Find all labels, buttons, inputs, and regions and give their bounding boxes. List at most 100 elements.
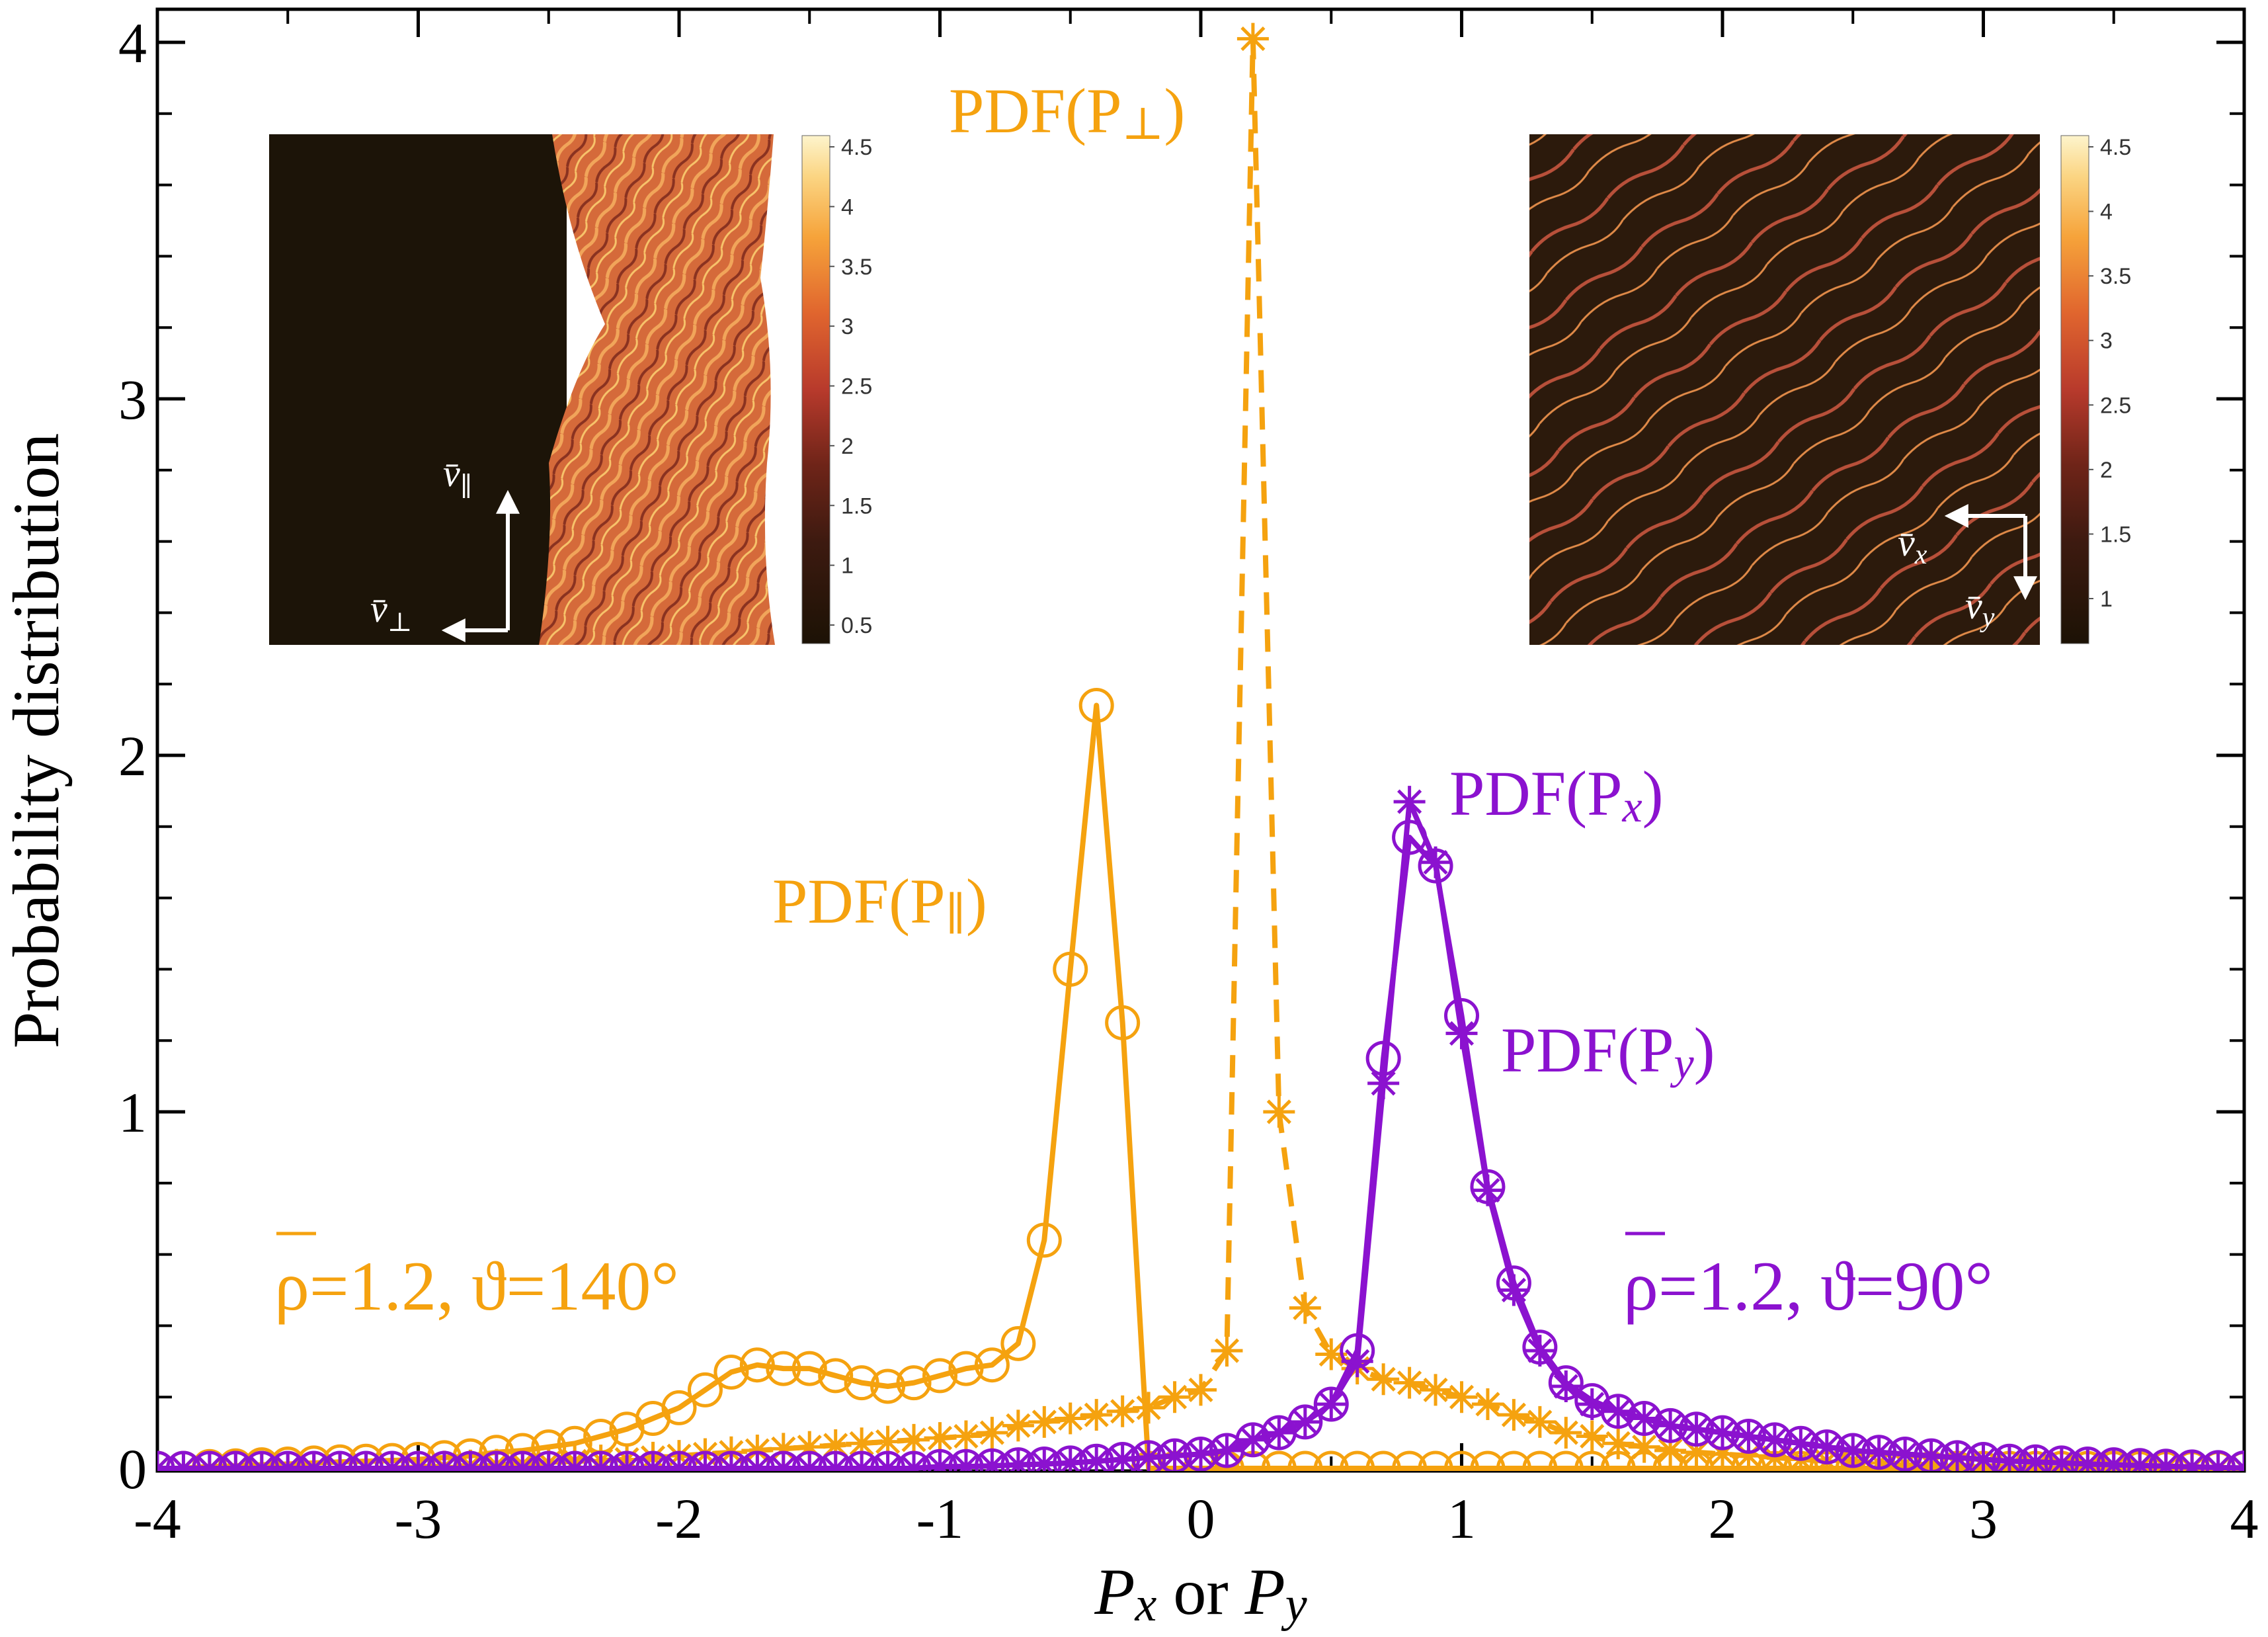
x-tick-label: -3 bbox=[395, 1487, 442, 1550]
series-line bbox=[157, 799, 2244, 1471]
data-point bbox=[583, 1450, 619, 1471]
right-colorbar bbox=[2060, 135, 2089, 644]
label-pdf-px: PDF(Px) bbox=[1449, 758, 1664, 831]
data-point bbox=[1026, 1222, 1062, 1258]
y-tick-label: 0 bbox=[118, 1437, 147, 1501]
data-point bbox=[1498, 1399, 1530, 1431]
data-point bbox=[1313, 1386, 1349, 1422]
y-axis-label: Probability distribution bbox=[0, 433, 73, 1049]
label-pdf-par: PDF(P∥) bbox=[772, 866, 987, 939]
colorbar-tick-label: 2.5 bbox=[841, 374, 872, 399]
colorbar-tick-label: 4.5 bbox=[2100, 135, 2131, 160]
data-point bbox=[1183, 1436, 1219, 1471]
data-point bbox=[1732, 1440, 1765, 1471]
data-point bbox=[818, 1358, 854, 1394]
y-tick-label: 1 bbox=[118, 1081, 147, 1144]
data-point bbox=[1835, 1433, 1871, 1468]
data-point bbox=[950, 1420, 982, 1452]
data-point bbox=[1028, 1406, 1061, 1438]
data-point bbox=[2044, 1445, 2080, 1471]
data-point bbox=[1053, 1445, 1088, 1471]
y-tick-label: 4 bbox=[118, 11, 147, 75]
label-pdf-py: PDF(Py) bbox=[1501, 1015, 1715, 1088]
right-params: ρ=1.2, ϑ=90° bbox=[1623, 1232, 1993, 1325]
data-point bbox=[1680, 1436, 1713, 1468]
data-point bbox=[1548, 1365, 1584, 1401]
data-point bbox=[1367, 1363, 1400, 1396]
data-point bbox=[1263, 1096, 1295, 1128]
data-point bbox=[1287, 1450, 1323, 1471]
data-point bbox=[1496, 1265, 1531, 1301]
x-tick-label: 1 bbox=[1447, 1487, 1476, 1550]
data-point bbox=[1392, 1450, 1428, 1471]
data-point bbox=[1157, 1438, 1193, 1471]
data-point bbox=[924, 1422, 956, 1454]
data-point bbox=[713, 1450, 749, 1471]
data-point bbox=[1287, 1404, 1323, 1440]
data-point bbox=[426, 1450, 462, 1471]
right-inset-pattern bbox=[1529, 134, 2040, 645]
data-point bbox=[871, 1425, 904, 1458]
data-point bbox=[1548, 1450, 1584, 1471]
data-point bbox=[2201, 1450, 2236, 1471]
data-point bbox=[1576, 1388, 1608, 1420]
series-layer bbox=[157, 22, 2244, 1471]
data-point bbox=[741, 1435, 774, 1467]
data-point bbox=[1261, 1450, 1297, 1471]
data-point bbox=[374, 1443, 410, 1471]
data-point bbox=[844, 1450, 879, 1471]
data-point bbox=[1235, 1422, 1271, 1458]
data-point bbox=[1313, 1450, 1349, 1471]
colorbar-tick-label: 3 bbox=[2100, 329, 2113, 354]
data-point bbox=[1652, 1407, 1688, 1443]
colorbar-tick-label: 1.5 bbox=[841, 493, 872, 519]
data-point bbox=[1523, 1406, 1556, 1438]
data-point bbox=[1340, 1333, 1375, 1368]
data-point bbox=[2070, 1447, 2105, 1471]
data-point bbox=[1498, 1274, 1530, 1306]
arrow-label-v-par: v̄∥ bbox=[443, 452, 472, 501]
data-point bbox=[1365, 1450, 1401, 1471]
data-point bbox=[948, 1448, 984, 1471]
data-point bbox=[2017, 1444, 2053, 1471]
data-point bbox=[1105, 1442, 1141, 1471]
data-point bbox=[1365, 1040, 1401, 1076]
data-point bbox=[1445, 1381, 1478, 1413]
x-tick-label: -1 bbox=[916, 1487, 964, 1550]
data-point bbox=[1887, 1436, 1923, 1471]
data-point bbox=[635, 1450, 671, 1471]
data-point bbox=[609, 1450, 645, 1471]
data-point bbox=[452, 1450, 488, 1471]
y-tick-label: 2 bbox=[118, 724, 147, 788]
colorbar-tick-label: 3.5 bbox=[2100, 264, 2131, 289]
data-point bbox=[296, 1450, 332, 1471]
data-point bbox=[1002, 1409, 1034, 1442]
data-point bbox=[1654, 1435, 1687, 1467]
data-point bbox=[1420, 1374, 1452, 1406]
data-point bbox=[1914, 1438, 1949, 1471]
data-point bbox=[1236, 22, 1269, 55]
colorbar-tick-label: 4.5 bbox=[841, 135, 872, 160]
data-point bbox=[557, 1450, 592, 1471]
data-point bbox=[819, 1429, 852, 1461]
x-tick-label: 2 bbox=[1709, 1487, 1737, 1550]
colorbar-tick-label: 1.5 bbox=[2100, 522, 2131, 547]
data-point bbox=[791, 1450, 827, 1471]
data-point bbox=[661, 1390, 697, 1425]
data-point bbox=[1445, 1017, 1478, 1050]
data-point bbox=[922, 1448, 957, 1471]
colorbar-tick-label: 2.5 bbox=[2100, 393, 2131, 418]
data-point bbox=[2174, 1449, 2210, 1471]
x-tick-label: 0 bbox=[1187, 1487, 1215, 1550]
data-point bbox=[870, 1450, 906, 1471]
svg-text:ρ=1.2, ϑ=140°: ρ=1.2, ϑ=140° bbox=[274, 1247, 679, 1325]
data-point bbox=[2148, 1448, 2184, 1471]
data-point bbox=[1470, 1450, 1506, 1471]
data-point bbox=[157, 1450, 175, 1471]
colorbar-tick-label: 1 bbox=[2100, 587, 2113, 612]
data-point bbox=[1393, 786, 1426, 818]
data-point bbox=[1758, 1441, 1791, 1471]
data-point bbox=[766, 1351, 801, 1386]
data-point bbox=[1550, 1417, 1582, 1449]
data-point bbox=[1340, 1450, 1375, 1471]
